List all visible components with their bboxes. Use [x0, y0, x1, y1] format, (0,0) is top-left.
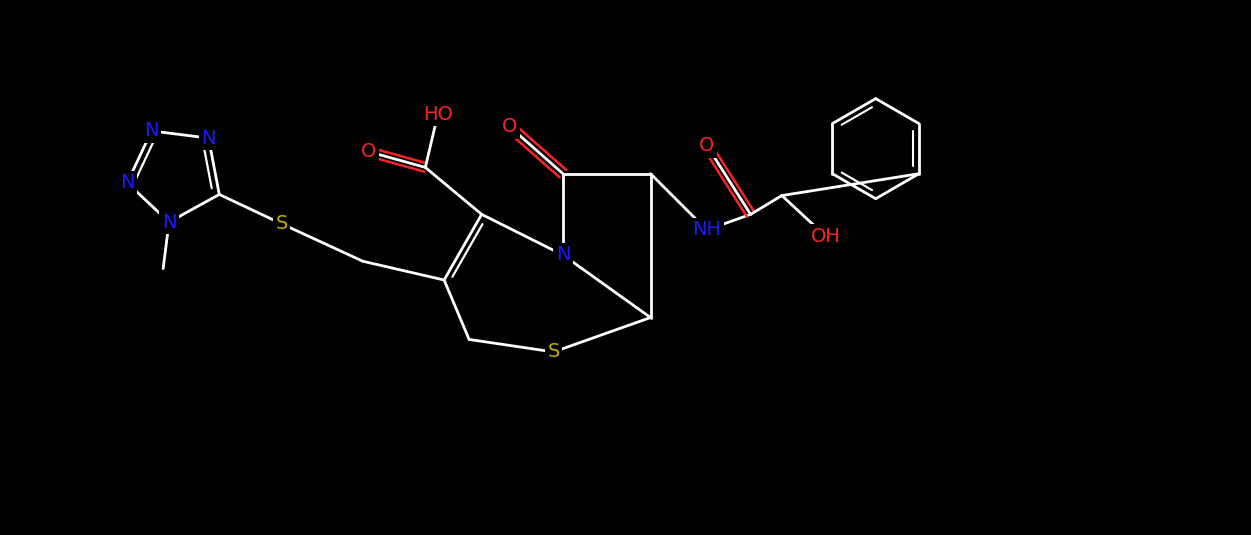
- Text: S: S: [548, 342, 559, 362]
- Text: N: N: [161, 212, 176, 232]
- Text: OH: OH: [811, 227, 841, 246]
- Text: HO: HO: [423, 105, 453, 124]
- Text: O: O: [699, 136, 714, 155]
- Text: O: O: [362, 142, 377, 161]
- Text: N: N: [144, 121, 159, 140]
- Text: S: S: [275, 214, 288, 233]
- Text: N: N: [201, 128, 215, 148]
- Text: NH: NH: [692, 220, 722, 240]
- Text: N: N: [120, 173, 134, 192]
- Text: N: N: [555, 246, 570, 264]
- Text: O: O: [502, 117, 518, 136]
